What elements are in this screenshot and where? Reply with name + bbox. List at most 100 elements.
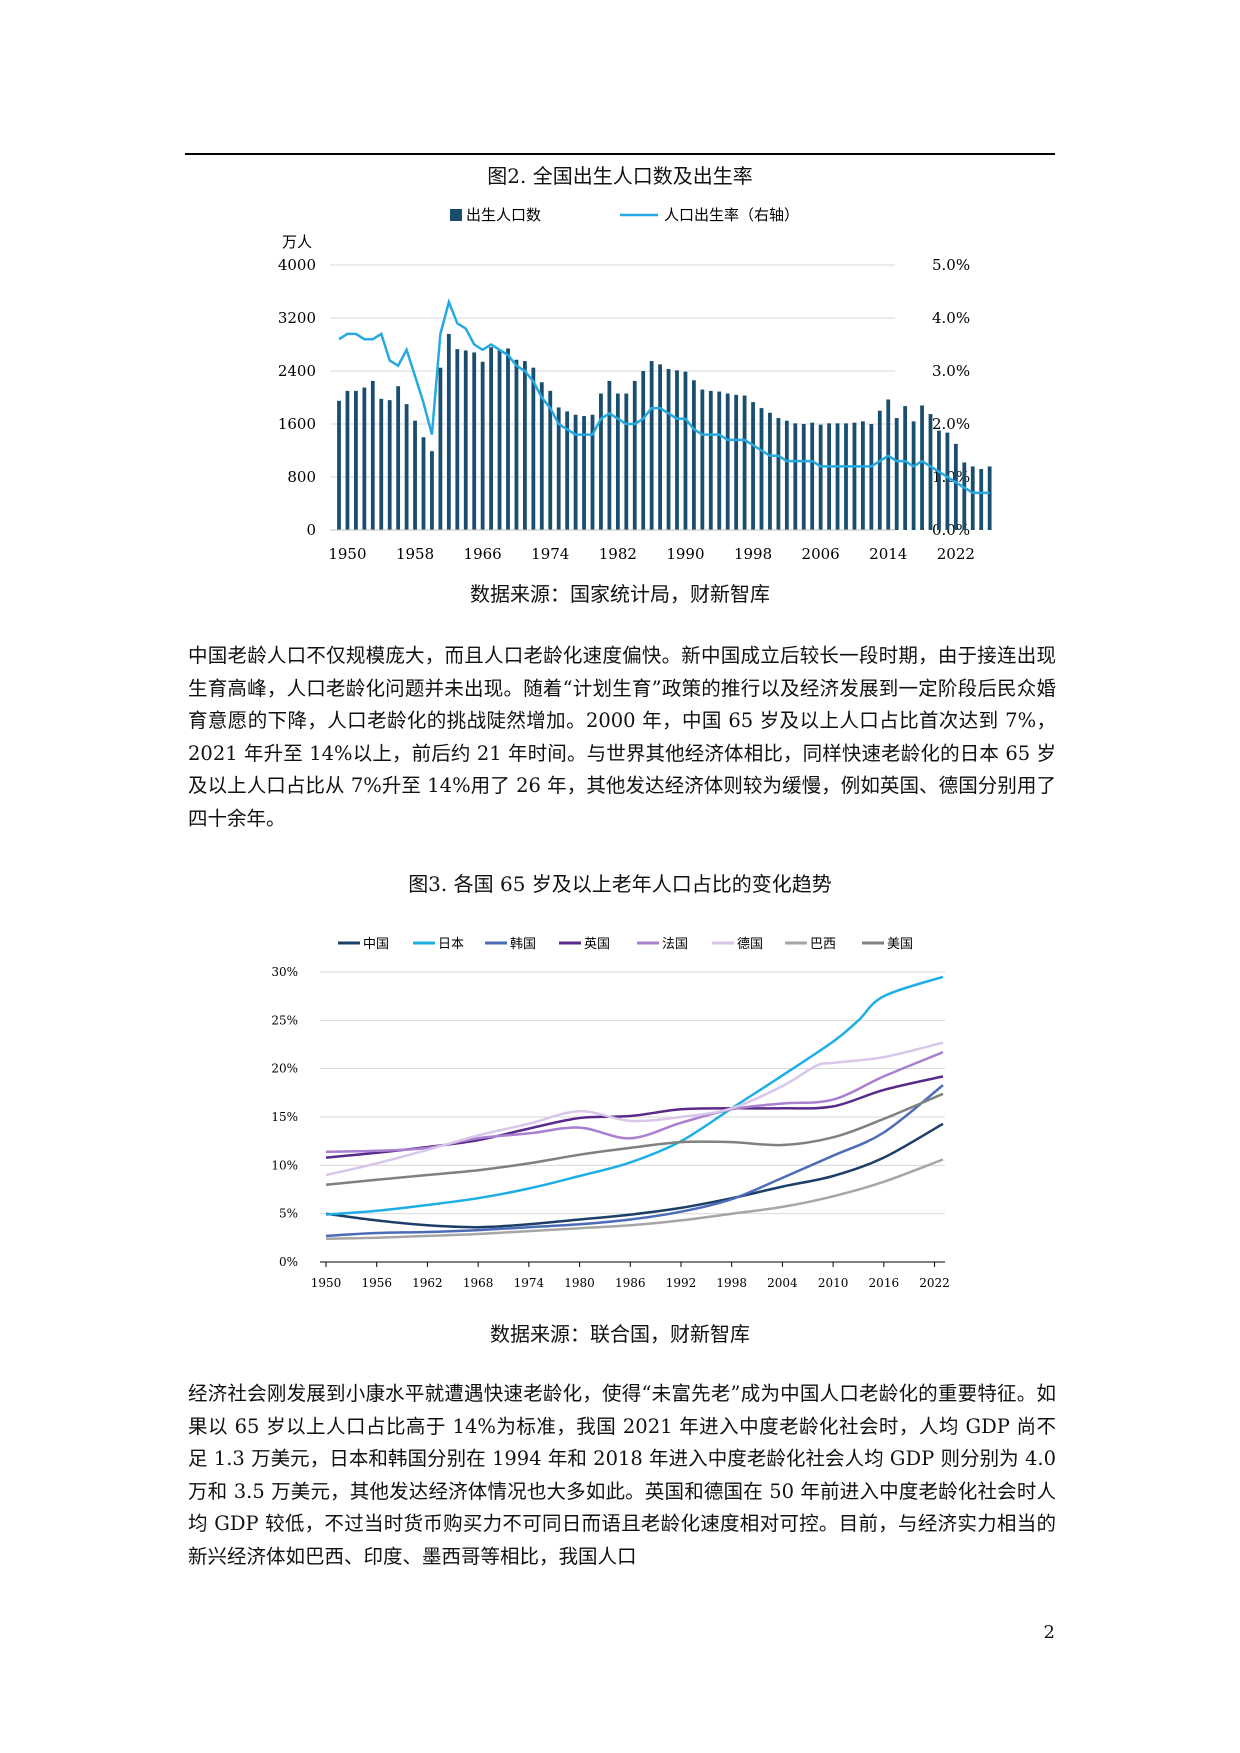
birth-bar bbox=[911, 421, 916, 530]
birth-bar bbox=[565, 411, 570, 530]
birth-bar bbox=[894, 418, 899, 530]
x-tick-label: 1992 bbox=[666, 1276, 697, 1290]
birth-bar bbox=[615, 393, 620, 530]
birth-bar bbox=[379, 398, 384, 530]
right-tick-label: 5.0% bbox=[932, 256, 970, 274]
birth-bar bbox=[928, 414, 933, 530]
birth-bar bbox=[362, 387, 367, 530]
birth-bar bbox=[480, 361, 485, 530]
birth-bar bbox=[768, 412, 772, 530]
y-tick-label: 10% bbox=[271, 1158, 298, 1172]
birth-bar bbox=[514, 359, 519, 530]
birth-bar bbox=[404, 404, 409, 530]
legend-label: 中国 bbox=[363, 937, 389, 952]
left-axis-unit: 万人 bbox=[282, 233, 312, 251]
series-line bbox=[325, 1092, 944, 1186]
birth-bar bbox=[413, 420, 417, 530]
x-tick-label: 1998 bbox=[734, 545, 772, 563]
legend-label: 法国 bbox=[662, 937, 688, 952]
birth-bar bbox=[869, 424, 874, 530]
figure2-left-ticks: 4000 3200 2400 1600 800 0 bbox=[278, 256, 316, 539]
birth-bar bbox=[370, 380, 375, 530]
x-tick-label: 2014 bbox=[869, 545, 907, 563]
left-tick-label: 800 bbox=[287, 468, 316, 486]
birth-bar bbox=[337, 400, 341, 530]
figure2-legend: 出生人口数 人口出生率（右轴） bbox=[450, 206, 799, 224]
birth-bar bbox=[455, 349, 460, 530]
series-line bbox=[325, 1158, 944, 1241]
birth-bar bbox=[387, 400, 392, 530]
birth-bar bbox=[920, 405, 924, 530]
birth-bar bbox=[489, 347, 493, 530]
legend-label-births: 出生人口数 bbox=[466, 206, 541, 224]
birth-bar bbox=[751, 402, 755, 530]
birth-bar bbox=[421, 437, 426, 530]
birth-bar bbox=[937, 430, 941, 530]
birth-bar bbox=[539, 382, 544, 530]
x-tick-label: 1974 bbox=[531, 545, 569, 563]
left-tick-label: 3200 bbox=[278, 309, 316, 327]
right-tick-label: 0.0% bbox=[932, 521, 970, 539]
birth-bar bbox=[658, 364, 662, 530]
figure2-bars bbox=[337, 333, 992, 530]
birth-bar bbox=[354, 390, 358, 530]
birth-bar bbox=[818, 424, 823, 530]
birth-bar bbox=[607, 380, 612, 530]
birth-bar bbox=[582, 416, 586, 530]
figure2-source: 数据来源：国家统计局，财新智库 bbox=[470, 582, 770, 606]
birth-rate-line bbox=[338, 298, 990, 495]
x-tick-label: 1958 bbox=[396, 545, 434, 563]
series-line bbox=[325, 1051, 944, 1154]
birth-bar bbox=[708, 390, 713, 530]
paragraph-1: 中国老龄人口不仅规模庞大，而且人口老龄化速度偏快。新中国成立后较长一段时期，由于… bbox=[188, 644, 1056, 830]
birth-bar bbox=[345, 390, 350, 530]
y-tick-label: 20% bbox=[271, 1062, 298, 1076]
birth-bar bbox=[877, 410, 882, 530]
x-tick-label: 1990 bbox=[666, 545, 704, 563]
x-tick-label: 2022 bbox=[937, 545, 975, 563]
figure3-y-ticks: 30% 25% 20% 15% 10% 5% 0% bbox=[271, 965, 298, 1269]
paragraph-2: 经济社会刚发展到小康水平就遭遇快速老龄化，使得“未富先老”成为中国人口老龄化的重… bbox=[188, 1382, 1056, 1568]
birth-bar bbox=[692, 380, 696, 530]
birth-bar bbox=[970, 466, 975, 530]
birth-bar bbox=[556, 407, 561, 530]
y-tick-label: 0% bbox=[279, 1255, 298, 1269]
birth-bar bbox=[446, 333, 451, 530]
x-tick-label: 1962 bbox=[412, 1276, 443, 1290]
figure3-gridlines bbox=[320, 971, 945, 1215]
birth-bar bbox=[835, 423, 840, 530]
right-tick-label: 2.0% bbox=[932, 415, 970, 433]
birth-bar bbox=[801, 424, 806, 530]
x-tick-label: 2010 bbox=[818, 1276, 849, 1290]
birth-bar bbox=[962, 462, 967, 530]
birth-bar bbox=[683, 371, 688, 530]
birth-bar bbox=[700, 389, 705, 530]
series-line bbox=[325, 1041, 944, 1177]
legend-swatch-births bbox=[450, 209, 462, 221]
figure3-legend: 中国 日本 韩国 英国 法国 德国 巴西 美国 bbox=[338, 937, 913, 952]
legend-label: 美国 bbox=[887, 937, 913, 952]
legend-label: 日本 bbox=[438, 937, 464, 952]
birth-bar bbox=[979, 469, 984, 530]
birth-bar bbox=[497, 350, 502, 530]
birth-bar bbox=[852, 422, 857, 530]
birth-bar bbox=[886, 399, 891, 530]
birth-bar bbox=[734, 394, 739, 530]
figure3-title: 图3. 各国 65 岁及以上老年人口占比的变化趋势 bbox=[408, 872, 832, 896]
birth-bar bbox=[953, 443, 958, 530]
birth-bar bbox=[599, 393, 603, 530]
birth-bar bbox=[632, 380, 637, 530]
y-tick-label: 5% bbox=[279, 1207, 298, 1221]
figure3-chart: 中国 日本 韩国 英国 法国 德国 巴西 美国 30% 25% 20% 15% 10% 5% 0% 195… bbox=[271, 937, 949, 1290]
birth-bar bbox=[784, 420, 789, 530]
x-tick-label: 2004 bbox=[767, 1276, 798, 1290]
birth-bar bbox=[624, 393, 629, 530]
legend-label-rate: 人口出生率（右轴） bbox=[664, 206, 799, 224]
right-tick-label: 4.0% bbox=[932, 309, 970, 327]
birth-bar bbox=[675, 370, 679, 530]
x-tick-label: 1950 bbox=[311, 1276, 342, 1290]
right-tick-label: 3.0% bbox=[932, 362, 970, 380]
birth-bar bbox=[844, 423, 848, 530]
birth-bar bbox=[742, 395, 747, 530]
birth-bar bbox=[548, 390, 553, 530]
